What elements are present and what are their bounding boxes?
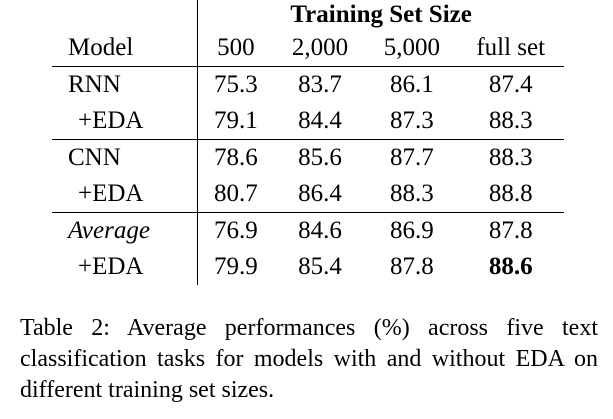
super-header-training-set-size: Training Set Size: [197, 0, 564, 30]
table-row: +EDA 79.1 84.4 87.3 88.3: [52, 103, 564, 140]
column-header-model: Model: [68, 34, 134, 61]
row-label-cnn-eda: +EDA: [78, 180, 144, 207]
row-label-average: Average: [52, 212, 198, 249]
column-header-full-set: full set: [476, 34, 546, 61]
table-cell: 87.7: [366, 139, 458, 176]
table-header-row: Model 500 2,000 5,000 full set: [52, 30, 564, 67]
row-label-average-eda: +EDA: [78, 253, 144, 280]
row-label-rnn: RNN: [52, 66, 198, 103]
table-cell: 75.3: [197, 66, 274, 103]
table-cell: 88.8: [488, 180, 533, 207]
column-header-5000: 5,000: [383, 34, 441, 61]
column-header-2000: 2,000: [291, 34, 349, 61]
table-cell-best: 88.6: [488, 253, 533, 280]
table-cell: 83.7: [273, 66, 367, 103]
table-row: RNN 75.3 83.7 86.1 87.4: [52, 66, 564, 103]
table-cell: 76.9: [197, 212, 274, 249]
table-cell: 88.3: [457, 139, 564, 176]
table-cell: 86.4: [298, 180, 342, 207]
table-cell: 87.3: [390, 107, 434, 134]
table-row: CNN 78.6 85.6 87.7 88.3: [52, 139, 564, 176]
table-row: Average 76.9 84.6 86.9 87.8: [52, 212, 564, 249]
row-label-rnn-eda: +EDA: [78, 107, 144, 134]
table-cell: 84.6: [273, 212, 367, 249]
table-cell: 85.4: [298, 253, 342, 280]
table-cell: 87.8: [457, 212, 564, 249]
table-cell: 78.6: [197, 139, 274, 176]
table-cell: 88.3: [488, 107, 533, 134]
table-cell: 86.9: [366, 212, 458, 249]
table-cell: 79.1: [197, 103, 274, 140]
table-cell: 79.9: [197, 249, 274, 285]
table-cell: 86.1: [366, 66, 458, 103]
row-label-cnn: CNN: [52, 139, 198, 176]
results-table: Training Set Size Model 500 2,000 5,000 …: [52, 0, 564, 285]
table-corner-cell: [52, 0, 198, 30]
table-cell: 87.8: [390, 253, 434, 280]
table-cell: 88.3: [390, 180, 434, 207]
table-cell: 84.4: [298, 107, 342, 134]
table-caption: Table 2: Average performances (%) across…: [20, 315, 598, 403]
column-header-500: 500: [197, 30, 274, 67]
table-cell: 87.4: [457, 66, 564, 103]
table-cell: 85.6: [273, 139, 367, 176]
table-cell: 80.7: [197, 176, 274, 213]
table-row: +EDA 80.7 86.4 88.3 88.8: [52, 176, 564, 213]
table-super-header-row: Training Set Size: [52, 0, 564, 30]
table-row: +EDA 79.9 85.4 87.8 88.6: [52, 249, 564, 285]
